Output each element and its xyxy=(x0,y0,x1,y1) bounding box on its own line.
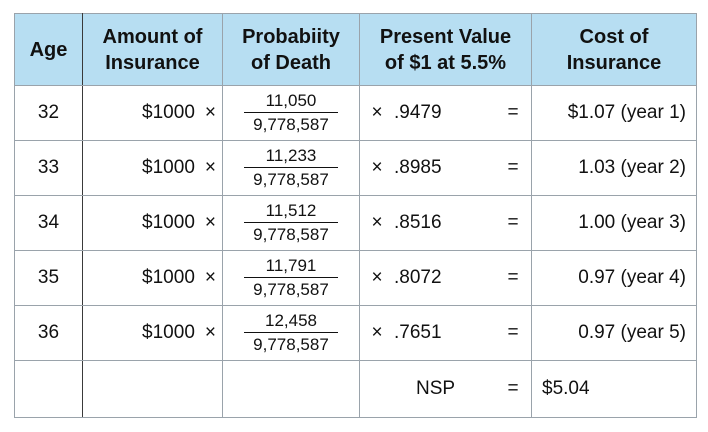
present-value-cell: × .7651 = xyxy=(359,305,532,361)
probability-numerator: 11,233 xyxy=(244,146,338,168)
total-age-cell xyxy=(14,360,83,418)
times-sign: × xyxy=(204,322,216,343)
total-label-cell: NSP = xyxy=(359,360,532,418)
header-age: Age xyxy=(14,13,83,86)
times-sign: × xyxy=(371,102,383,123)
age-cell: 32 xyxy=(14,85,83,141)
times-sign: × xyxy=(371,157,383,178)
probability-denominator: 9,778,587 xyxy=(253,335,329,354)
total-empty-cell xyxy=(82,360,223,418)
amount-cell: $1000 × xyxy=(82,250,223,306)
table-row: 35 $1000 × 11,791 9,778,587 × .8072 = 0.97 (… xyxy=(14,250,697,306)
amount-cell: $1000 × xyxy=(82,140,223,196)
probability-numerator: 11,512 xyxy=(244,201,338,223)
equals-sign: = xyxy=(507,267,519,288)
table-row: 34 $1000 × 11,512 9,778,587 × .8516 = 1.00 (… xyxy=(14,195,697,251)
equals-sign: = xyxy=(507,212,519,233)
age-cell: 36 xyxy=(14,305,83,361)
present-value-cell: × .9479 = xyxy=(359,85,532,141)
amount-cell: $1000 × xyxy=(82,305,223,361)
times-sign: × xyxy=(371,267,383,288)
cost-cell: $1.07 (year 1) xyxy=(531,85,697,141)
header-age-text: Age xyxy=(29,38,68,61)
header-cost-line2: Insurance xyxy=(566,51,662,74)
times-sign: × xyxy=(204,267,216,288)
table-row: 32 $1000 × 11,050 9,778,587 × .9479 = $1.07 … xyxy=(14,85,697,141)
amount-value: $1000 xyxy=(142,322,195,343)
nsp-label: NSP xyxy=(416,378,456,399)
probability-cell: 11,512 9,778,587 xyxy=(222,195,360,251)
probability-cell: 12,458 9,778,587 xyxy=(222,305,360,361)
amount-value: $1000 xyxy=(142,102,195,123)
equals-sign: = xyxy=(507,322,519,343)
header-amount-line1: Amount of xyxy=(102,25,203,48)
insurance-cost-table: Age Amount of Insurance Probabiity of De… xyxy=(14,13,697,418)
probability-denominator: 9,778,587 xyxy=(253,115,329,134)
probability-denominator: 9,778,587 xyxy=(253,280,329,299)
amount-cell: $1000 × xyxy=(82,85,223,141)
present-value-cell: × .8516 = xyxy=(359,195,532,251)
cost-cell: 0.97 (year 4) xyxy=(531,250,697,306)
table-row: 36 $1000 × 12,458 9,778,587 × .7651 = 0.97 (… xyxy=(14,305,697,361)
header-probability: Probabiity of Death xyxy=(222,13,360,86)
header-present-value: Present Value of $1 at 5.5% xyxy=(359,13,532,86)
present-value: .8985 xyxy=(394,157,442,178)
equals-sign: = xyxy=(507,157,519,178)
times-sign: × xyxy=(371,322,383,343)
times-sign: × xyxy=(204,212,216,233)
header-present-value-line1: Present Value xyxy=(379,25,512,48)
age-cell: 34 xyxy=(14,195,83,251)
total-empty-cell xyxy=(222,360,360,418)
age-cell: 35 xyxy=(14,250,83,306)
present-value: .9479 xyxy=(394,102,442,123)
total-row: NSP = $5.04 xyxy=(14,360,697,418)
header-amount: Amount of Insurance xyxy=(82,13,223,86)
cost-cell: 1.00 (year 3) xyxy=(531,195,697,251)
header-probability-line1: Probabiity xyxy=(242,25,340,48)
cost-cell: 0.97 (year 5) xyxy=(531,305,697,361)
equals-sign: = xyxy=(507,378,519,399)
cost-cell: 1.03 (year 2) xyxy=(531,140,697,196)
equals-sign: = xyxy=(507,102,519,123)
header-row: Age Amount of Insurance Probabiity of De… xyxy=(14,13,697,86)
amount-value: $1000 xyxy=(142,267,195,288)
probability-cell: 11,050 9,778,587 xyxy=(222,85,360,141)
present-value: .8072 xyxy=(394,267,442,288)
present-value: .8516 xyxy=(394,212,442,233)
present-value: .7651 xyxy=(394,322,442,343)
probability-cell: 11,791 9,778,587 xyxy=(222,250,360,306)
amount-cell: $1000 × xyxy=(82,195,223,251)
probability-cell: 11,233 9,778,587 xyxy=(222,140,360,196)
age-cell: 33 xyxy=(14,140,83,196)
present-value-cell: × .8985 = xyxy=(359,140,532,196)
total-value-cell: $5.04 xyxy=(531,360,697,418)
times-sign: × xyxy=(204,157,216,178)
amount-value: $1000 xyxy=(142,212,195,233)
header-cost: Cost of Insurance xyxy=(531,13,697,86)
times-sign: × xyxy=(371,212,383,233)
probability-numerator: 12,458 xyxy=(244,311,338,333)
present-value-cell: × .8072 = xyxy=(359,250,532,306)
probability-denominator: 9,778,587 xyxy=(253,225,329,244)
amount-value: $1000 xyxy=(142,157,195,178)
probability-numerator: 11,050 xyxy=(244,91,338,113)
header-present-value-line2: of $1 at 5.5% xyxy=(384,51,507,74)
probability-numerator: 11,791 xyxy=(244,256,338,278)
header-cost-line1: Cost of xyxy=(579,25,649,48)
header-amount-line2: Insurance xyxy=(105,51,200,74)
header-probability-line2: of Death xyxy=(251,51,331,74)
times-sign: × xyxy=(204,102,216,123)
probability-denominator: 9,778,587 xyxy=(253,170,329,189)
insurance-cost-table-container: Age Amount of Insurance Probabiity of De… xyxy=(14,13,697,418)
table-row: 33 $1000 × 11,233 9,778,587 × .8985 = 1.03 (… xyxy=(14,140,697,196)
